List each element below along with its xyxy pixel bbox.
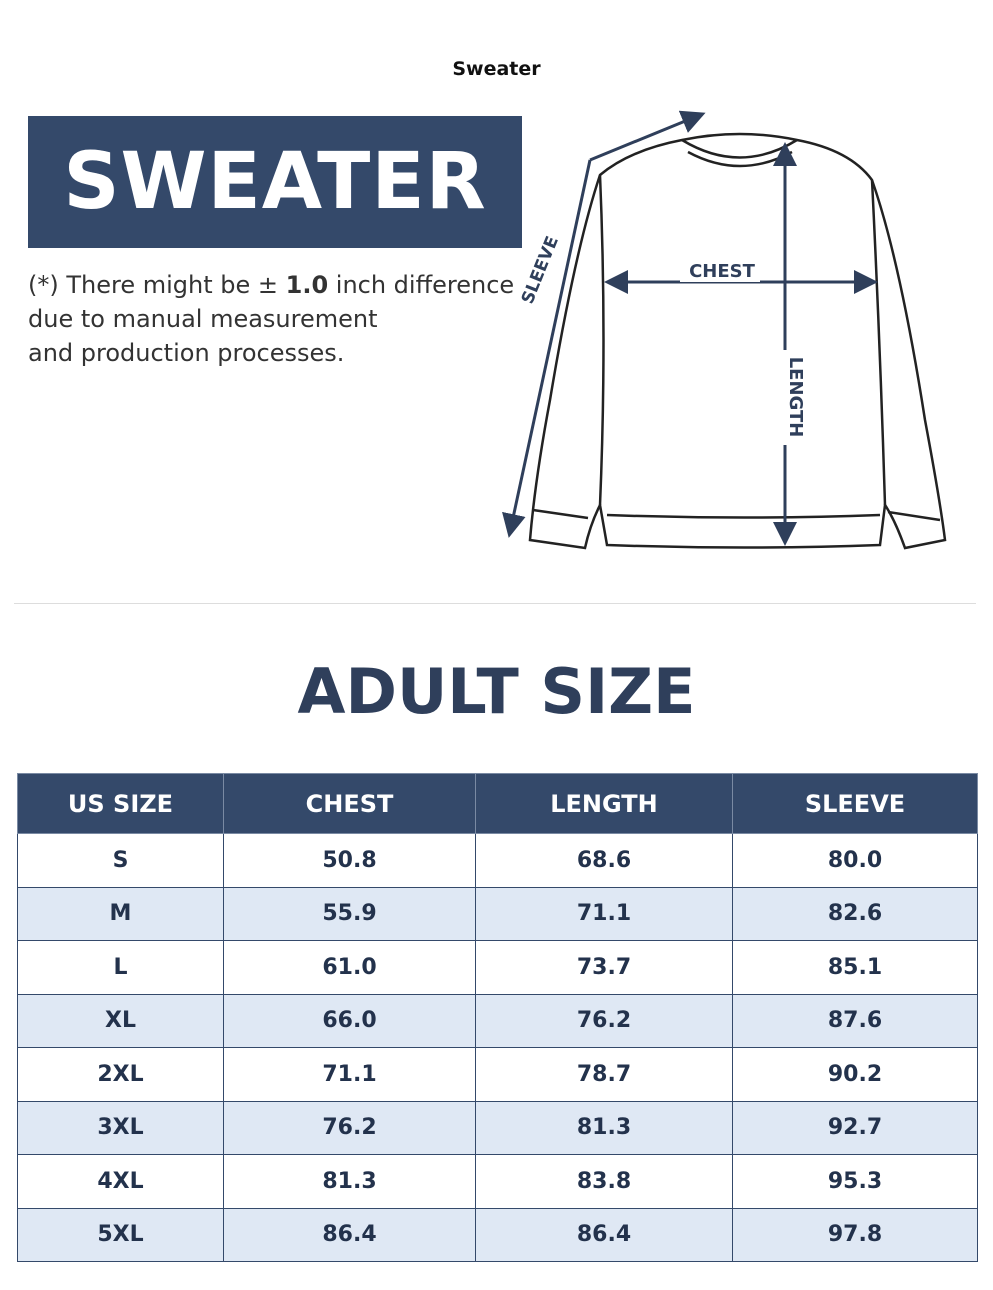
table-cell: 90.2 — [732, 1047, 978, 1102]
note-bold: 1.0 — [285, 271, 329, 299]
table-cell: 61.0 — [223, 940, 476, 995]
header-cell: SLEEVE — [732, 773, 978, 834]
table-cell: 66.0 — [223, 993, 476, 1048]
table-cell: 95.3 — [732, 1154, 978, 1209]
sleeve-label: SLEEVE — [518, 233, 563, 306]
table-row: L 61.0 73.7 85.1 — [17, 940, 978, 995]
chest-label: CHEST — [689, 261, 756, 282]
table-cell: 87.6 — [732, 993, 978, 1048]
banner: SWEATER — [28, 116, 522, 248]
table-cell: 4XL — [17, 1154, 224, 1209]
table-cell: L — [17, 940, 224, 995]
table-cell: 3XL — [17, 1100, 224, 1155]
table-cell: 71.1 — [475, 886, 733, 941]
small-title: Sweater — [452, 58, 541, 80]
table-row: 2XL 71.1 78.7 90.2 — [17, 1047, 978, 1102]
note-line: and production processes. — [28, 339, 345, 367]
table-cell: 2XL — [17, 1047, 224, 1102]
table-title: ADULT SIZE — [297, 655, 696, 728]
length-label: LENGTH — [785, 357, 806, 438]
table-cell: 76.2 — [475, 993, 733, 1048]
table-cell: 78.7 — [475, 1047, 733, 1102]
note: (*) There might be ± 1.0 inch difference… — [28, 268, 514, 370]
table-row: 4XL 81.3 83.8 95.3 — [17, 1154, 978, 1209]
divider — [14, 603, 976, 604]
table-cell: 50.8 — [223, 833, 476, 888]
table-cell: 81.3 — [475, 1100, 733, 1155]
table-cell: M — [17, 886, 224, 941]
table-row: S 50.8 68.6 80.0 — [17, 833, 978, 888]
table-cell: 86.4 — [223, 1207, 476, 1262]
header-cell: CHEST — [223, 773, 476, 834]
table-cell: 68.6 — [475, 833, 733, 888]
table-row: XL 66.0 76.2 87.6 — [17, 993, 978, 1048]
table-row: 5XL 86.4 86.4 97.8 — [17, 1207, 978, 1262]
table-cell: 97.8 — [732, 1207, 978, 1262]
table-cell: 81.3 — [223, 1154, 476, 1209]
header-row: US SIZE CHEST LENGTH SLEEVE — [17, 773, 978, 834]
table-row: M 55.9 71.1 82.6 — [17, 886, 978, 941]
table-cell: 5XL — [17, 1207, 224, 1262]
table-cell: 83.8 — [475, 1154, 733, 1209]
note-line: due to manual measurement — [28, 305, 378, 333]
table-cell: XL — [17, 993, 224, 1048]
note-text: (*) There might be ± — [28, 271, 286, 299]
table-cell: 82.6 — [732, 886, 978, 941]
table-cell: S — [17, 833, 224, 888]
sweater-outline — [528, 132, 947, 550]
table-cell: 71.1 — [223, 1047, 476, 1102]
table-cell: 92.7 — [732, 1100, 978, 1155]
note-text: inch difference — [328, 271, 515, 299]
sweater-diagram: CHEST LENGTH SLEEVE — [502, 110, 947, 550]
note-line: (*) There might be ± 1.0 inch difference — [28, 268, 514, 302]
table-cell: 85.1 — [732, 940, 978, 995]
header-cell: US SIZE — [17, 773, 224, 834]
size-table: US SIZE CHEST LENGTH SLEEVE S 50.8 68.6 80.0 M 5… — [17, 773, 978, 1262]
table-cell: 55.9 — [223, 886, 476, 941]
table-cell: 76.2 — [223, 1100, 476, 1155]
header-cell: LENGTH — [475, 773, 733, 834]
arrows — [502, 110, 878, 546]
table-cell: 80.0 — [732, 833, 978, 888]
table-cell: 73.7 — [475, 940, 733, 995]
table-row: 3XL 76.2 81.3 92.7 — [17, 1100, 978, 1155]
table-cell: 86.4 — [475, 1207, 733, 1262]
